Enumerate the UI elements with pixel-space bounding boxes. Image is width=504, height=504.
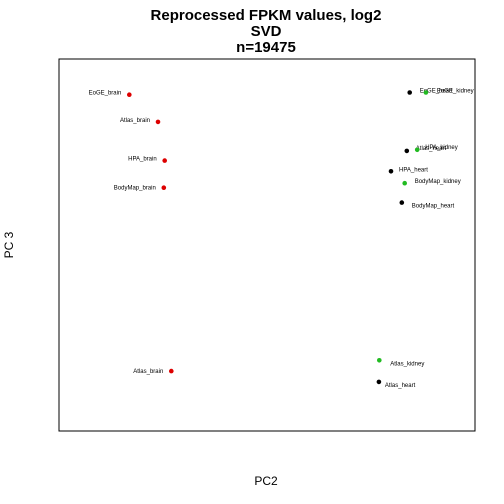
point-label: EoGE_heart [420, 89, 453, 95]
chart-title-line-3: n=19475 [236, 39, 296, 56]
data-point-bodymap-brain [161, 185, 167, 190]
data-point-hpa-kidney [414, 147, 420, 153]
point-label: Atlas_kidney [390, 361, 424, 367]
point-label: EoGE_brain [89, 91, 122, 97]
data-point-hpa-brain [162, 158, 167, 163]
data-point-hpa-heart [388, 169, 394, 174]
point-label: BodyMap_heart [412, 204, 455, 210]
point-label: BodyMap_kidney [415, 179, 461, 185]
point-label: Atlas_heart [385, 383, 416, 389]
point-label: Atlas_brain [120, 118, 150, 124]
data-points: EoGE_brain Atlas_brain HPA_brain BodyMap_br… [89, 89, 474, 389]
data-point-atlas-brain [169, 368, 174, 374]
chart-title-line-2: SVD [251, 23, 282, 40]
data-point-eoge-brain [127, 92, 132, 97]
data-point-atlas-kidney [377, 358, 382, 363]
point-label: HPA_brain [128, 157, 157, 163]
plot-frame [58, 58, 476, 432]
point-label: HPA_heart [399, 167, 428, 173]
data-point-atlas-brain [155, 119, 161, 125]
point-label: Atlas_heart [416, 146, 447, 152]
point-label: EoGE_kidney [437, 89, 474, 95]
data-point-bodymap-heart [399, 200, 405, 205]
data-point-atlas-heart [376, 379, 382, 385]
chart-title-line-1: Reprocessed FPKM values, log2 [151, 7, 382, 24]
y-axis-label: PC 3 [2, 231, 16, 258]
point-label: Atlas_brain [133, 369, 163, 375]
data-point-eoge-kidney [423, 90, 429, 95]
data-point-bodymap-kidney [402, 180, 408, 186]
data-point-eoge-heart [407, 90, 413, 95]
point-label: HPA_kidney [425, 145, 458, 151]
point-label: BodyMap_brain [114, 186, 156, 192]
x-axis-label: PC2 [254, 474, 278, 488]
data-point-atlas-heart [404, 148, 410, 154]
